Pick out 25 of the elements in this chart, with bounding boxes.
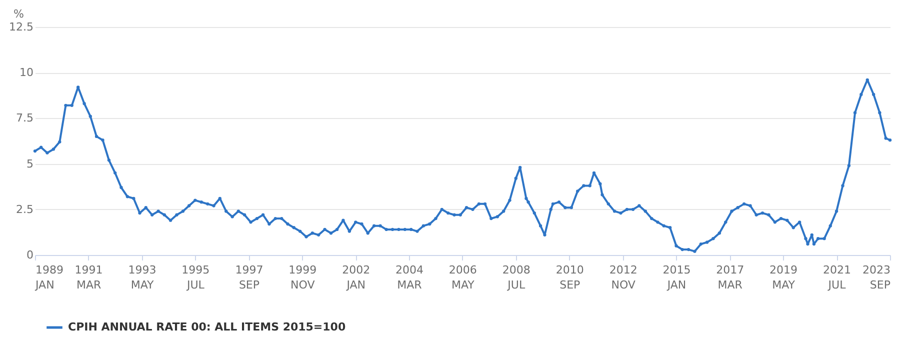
- x-tick-label: 2008 JUL: [502, 264, 530, 292]
- x-tick-label: 2017 MAR: [716, 264, 744, 292]
- x-tick-label: 1991 MAR: [74, 264, 103, 292]
- x-tick-label: 2023 SEP: [862, 264, 891, 292]
- x-tick-label: 1995 JUL: [182, 264, 210, 292]
- x-tick-label: 1999 NOV: [288, 264, 317, 292]
- legend-label: CPIH ANNUAL RATE 00: ALL ITEMS 2015=100: [68, 320, 346, 334]
- x-tick-label: 2012 NOV: [609, 264, 638, 292]
- y-tick-label: 2.5: [16, 202, 34, 216]
- y-tick-label: 7.5: [16, 112, 34, 125]
- y-tick-label: 0: [26, 248, 34, 262]
- y-tick-label: 10: [20, 66, 34, 80]
- x-tick-label: 1997 SEP: [235, 264, 264, 292]
- y-axis-title: %: [14, 8, 24, 20]
- x-tick-label: 2002 JAN: [342, 264, 370, 292]
- x-tick-label: 2004 MAR: [395, 264, 424, 292]
- x-tick-label: 2021 JUL: [823, 264, 852, 292]
- x-tick-label: 1993 MAY: [128, 264, 156, 292]
- x-tick-label: 1989 JAN: [34, 264, 64, 292]
- y-tick-label: 5: [26, 157, 34, 170]
- x-tick-label: 2006 MAY: [448, 264, 477, 292]
- x-tick-label: 2010 SEP: [556, 264, 584, 292]
- x-tick-label: 2019 MAY: [770, 264, 798, 292]
- x-tick-label: 2015 JAN: [662, 264, 691, 292]
- y-tick-label: 12.5: [9, 20, 34, 34]
